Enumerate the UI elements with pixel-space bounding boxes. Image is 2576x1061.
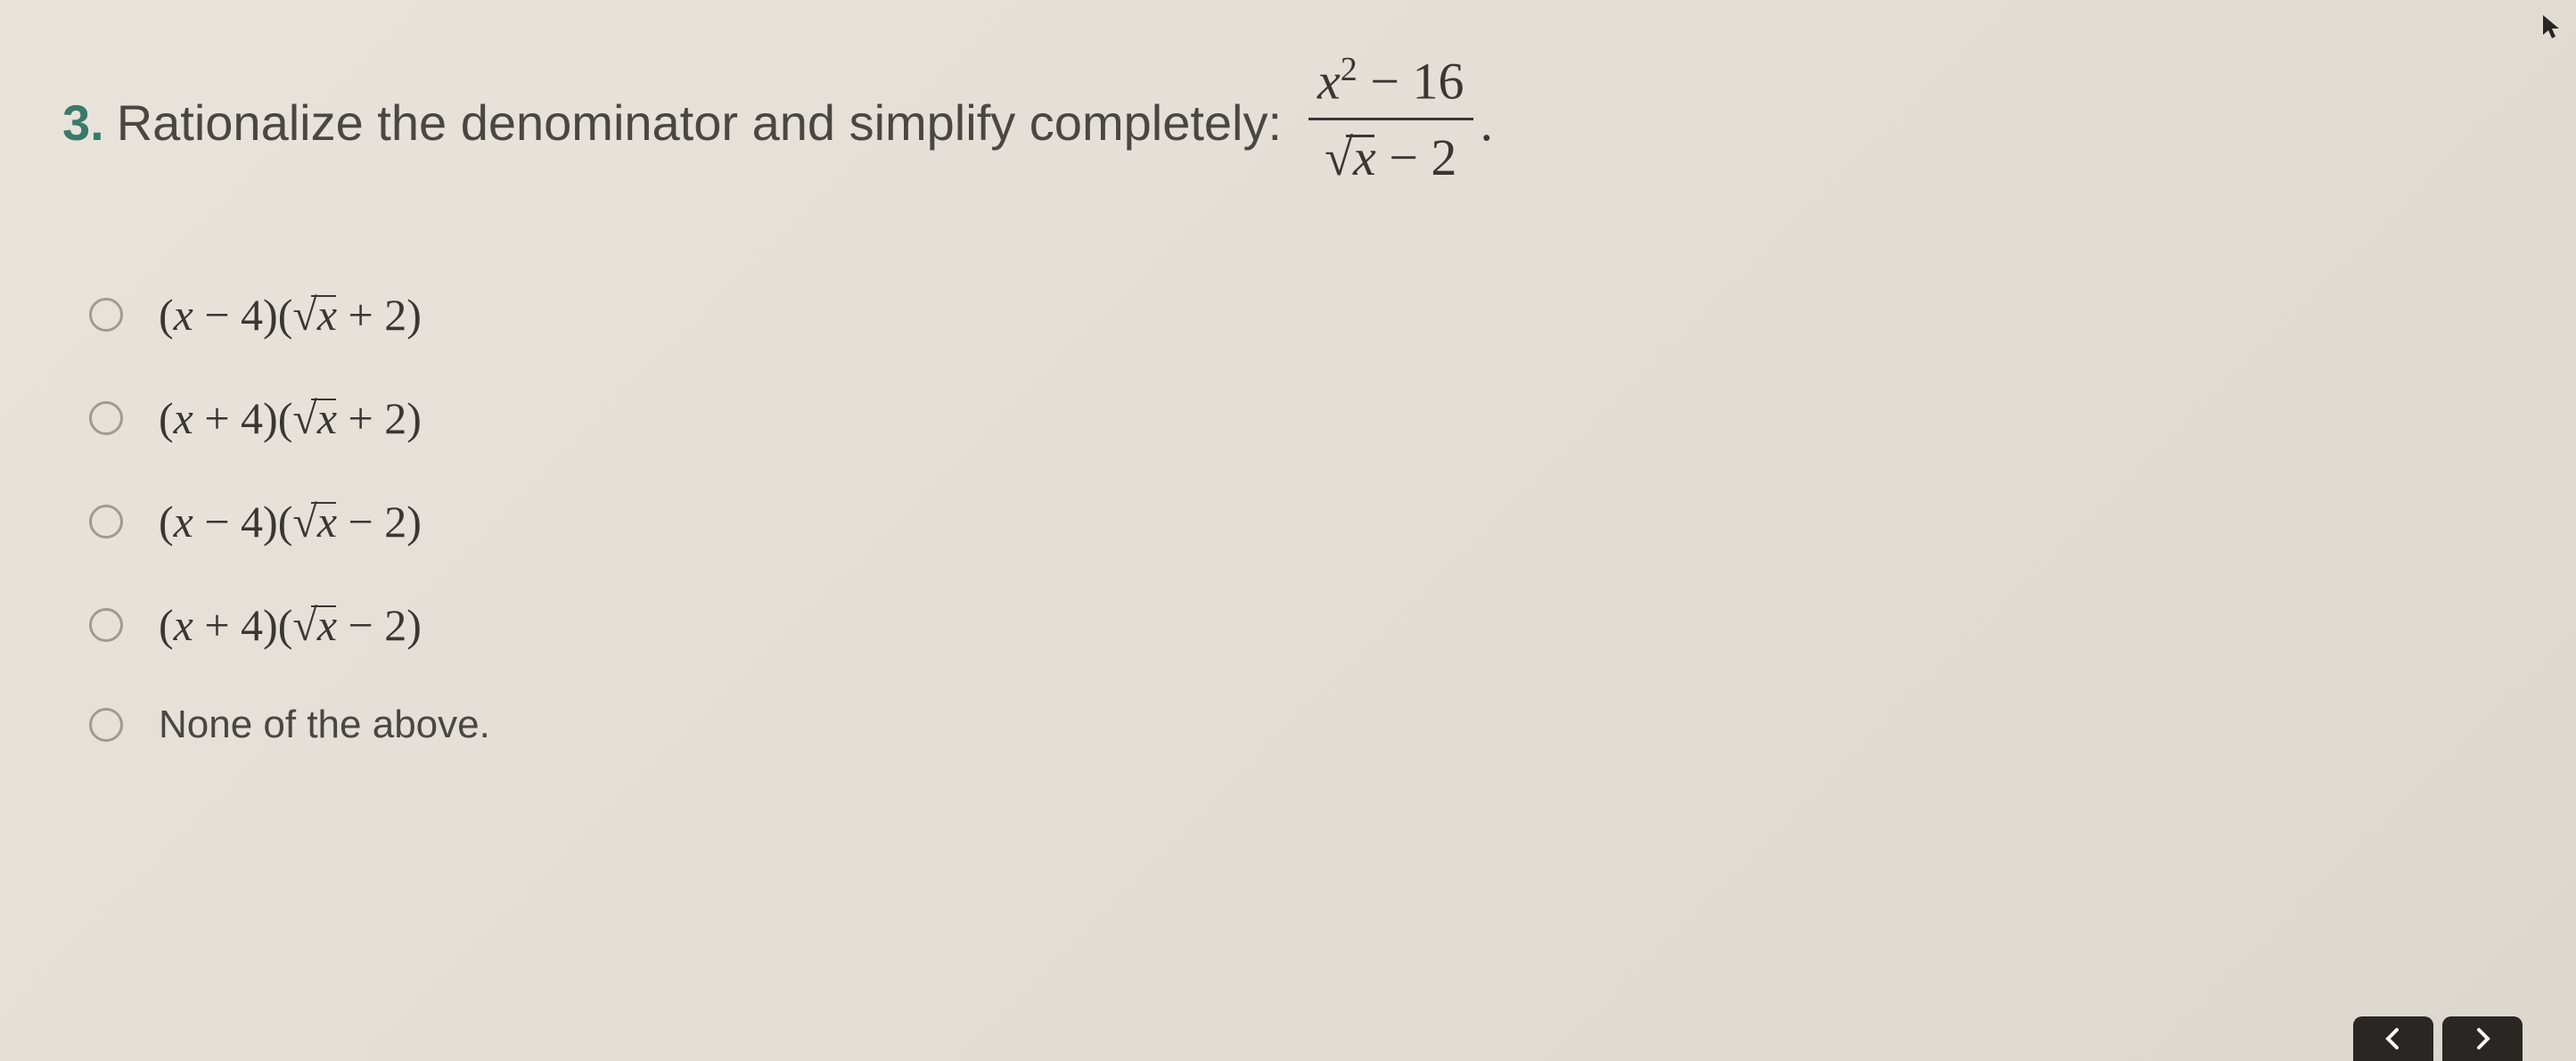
option-d-label: (x + 4)(√x − 2)	[159, 599, 422, 651]
question-number: 3.	[62, 94, 104, 152]
fraction-numerator: x2 − 16	[1309, 50, 1473, 118]
option-a[interactable]: (x − 4)(√x + 2)	[89, 289, 2514, 341]
nav-prev-button[interactable]	[2353, 1016, 2433, 1061]
option-e-label: None of the above.	[159, 703, 490, 747]
option-d[interactable]: (x + 4)(√x − 2)	[89, 599, 2514, 651]
question-header: 3. Rationalize the denominator and simpl…	[62, 53, 2514, 191]
option-c[interactable]: (x − 4)(√x − 2)	[89, 496, 2514, 547]
option-b-label: (x + 4)(√x + 2)	[159, 392, 422, 444]
fraction-denominator: √x − 2	[1316, 120, 1465, 187]
question-prompt: Rationalize the denominator and simplify…	[117, 94, 1282, 152]
chevron-left-icon	[2380, 1025, 2407, 1052]
question-period: .	[1481, 93, 1494, 152]
option-a-label: (x − 4)(√x + 2)	[159, 289, 422, 341]
radio-icon[interactable]	[89, 608, 123, 642]
options-list: (x − 4)(√x + 2) (x + 4)(√x + 2) (x − 4)(…	[62, 289, 2514, 747]
chevron-right-icon	[2469, 1025, 2496, 1052]
nav-next-button[interactable]	[2442, 1016, 2523, 1061]
radio-icon[interactable]	[89, 298, 123, 332]
radio-icon[interactable]	[89, 401, 123, 435]
question-fraction: x2 − 16 √x − 2	[1309, 50, 1473, 187]
radio-icon[interactable]	[89, 505, 123, 539]
radio-icon[interactable]	[89, 708, 123, 742]
option-e[interactable]: None of the above.	[89, 703, 2514, 747]
option-c-label: (x − 4)(√x − 2)	[159, 496, 422, 547]
nav-buttons	[2353, 1016, 2523, 1061]
cursor-icon	[2541, 13, 2563, 42]
option-b[interactable]: (x + 4)(√x + 2)	[89, 392, 2514, 444]
